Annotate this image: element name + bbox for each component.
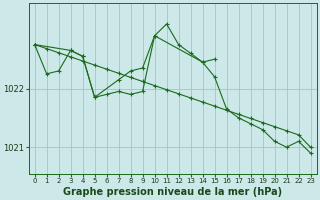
X-axis label: Graphe pression niveau de la mer (hPa): Graphe pression niveau de la mer (hPa) (63, 187, 282, 197)
